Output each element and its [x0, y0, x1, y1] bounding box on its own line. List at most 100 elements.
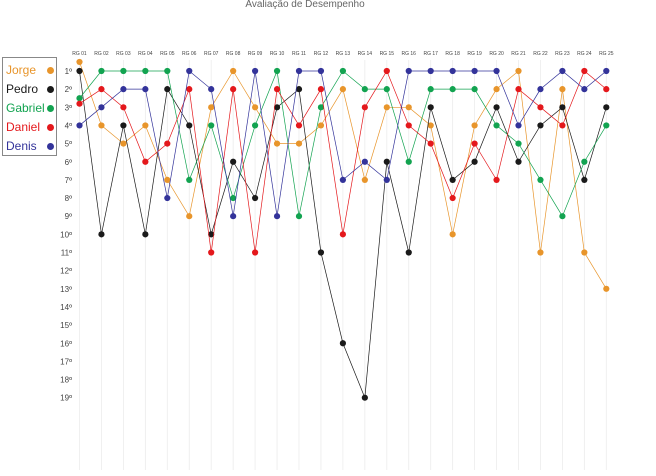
data-point: [98, 231, 105, 238]
y-tick-label: 8º: [65, 194, 72, 203]
data-point: [76, 58, 83, 66]
data-point: [120, 67, 127, 75]
legend-marker: [47, 143, 54, 150]
data-point: [273, 140, 281, 147]
data-point: [273, 104, 281, 111]
data-point: [493, 176, 500, 183]
x-tick-label: RG 13: [336, 51, 351, 57]
y-tick-label: 19º: [60, 394, 72, 403]
x-tick-label: RG 24: [577, 51, 592, 57]
data-point: [493, 67, 500, 75]
data-point: [252, 122, 259, 129]
data-point: [186, 86, 193, 93]
data-point: [142, 67, 149, 75]
data-point: [427, 86, 434, 93]
data-point: [537, 104, 544, 111]
x-tick-label: RG 22: [533, 51, 548, 57]
data-point: [405, 67, 412, 75]
y-tick-label: 5º: [65, 140, 72, 149]
data-point: [186, 67, 193, 75]
data-point: [120, 86, 127, 93]
data-point: [515, 122, 522, 129]
grid-lines: [79, 60, 607, 470]
data-point: [493, 86, 500, 93]
data-point: [339, 176, 346, 183]
data-point: [142, 122, 149, 129]
data-point: [361, 104, 368, 111]
data-point: [273, 67, 281, 75]
data-point: [230, 158, 237, 165]
data-point: [427, 122, 434, 129]
data-point: [317, 249, 325, 256]
y-tick-label: 10º: [60, 230, 72, 239]
data-point: [120, 140, 127, 147]
data-point: [208, 122, 215, 129]
data-point: [471, 67, 478, 75]
series-lines: [76, 58, 610, 401]
data-point: [537, 249, 544, 256]
data-point: [581, 176, 588, 183]
data-point: [559, 213, 566, 220]
x-tick-labels: RG 01 RG 02 RG 03 RG 04 RG 05 RG 06 RG 07 RG 08…: [72, 51, 613, 57]
data-point: [603, 122, 610, 129]
data-point: [449, 231, 456, 238]
data-point: [515, 86, 522, 93]
y-tick-label: 6º: [65, 158, 72, 167]
series-daniel: [76, 67, 610, 256]
x-tick-label: RG 18: [445, 51, 460, 57]
x-tick-label: RG 03: [116, 51, 131, 57]
data-point: [383, 104, 390, 111]
data-point: [317, 122, 325, 129]
x-tick-label: RG 25: [599, 51, 614, 57]
data-point: [142, 231, 149, 238]
data-point: [339, 67, 346, 75]
legend-item-denis: Denis: [6, 137, 56, 155]
legend: Jorge Pedro Gabriel Daniel Denis: [2, 57, 57, 156]
data-point: [120, 104, 127, 111]
data-point: [208, 104, 215, 111]
data-point: [405, 158, 412, 165]
x-tick-label: RG 04: [138, 51, 153, 57]
data-point: [603, 285, 610, 292]
data-point: [515, 140, 522, 147]
data-point: [361, 158, 368, 165]
x-tick-label: RG 10: [270, 51, 285, 57]
data-point: [164, 194, 171, 202]
data-point: [405, 122, 412, 129]
y-tick-label: 14º: [60, 303, 72, 312]
data-point: [252, 194, 259, 202]
y-tick-label: 3º: [65, 103, 72, 112]
data-point: [98, 122, 105, 129]
x-tick-label: RG 12: [314, 51, 329, 57]
y-tick-label: 17º: [60, 357, 72, 366]
data-point: [339, 340, 346, 347]
data-point: [295, 86, 303, 93]
data-point: [273, 213, 281, 220]
x-tick-label: RG 09: [248, 51, 263, 57]
y-tick-label: 15º: [60, 321, 72, 330]
data-point: [76, 122, 83, 129]
legend-marker: [47, 105, 54, 112]
data-point: [164, 176, 171, 183]
data-point: [339, 86, 346, 93]
legend-label: Daniel: [6, 120, 41, 134]
data-point: [449, 67, 456, 75]
series-denis: [76, 67, 610, 220]
x-tick-label: RG 14: [358, 51, 373, 57]
data-point: [317, 104, 325, 111]
x-tick-label: RG 02: [94, 51, 109, 57]
legend-label: Pedro: [6, 82, 39, 96]
y-tick-label: 7º: [65, 176, 72, 185]
data-point: [98, 67, 105, 75]
data-point: [471, 140, 478, 147]
data-point: [230, 67, 237, 75]
data-point: [537, 86, 544, 93]
data-point: [405, 104, 412, 111]
y-tick-labels: 1º 2º 3º 4º 5º 6º 7º 8º 9º 10º 11º 12º 13º 14º 15º 16º 1…: [60, 67, 72, 403]
x-tick-label: RG 11: [292, 51, 306, 57]
data-point: [98, 104, 105, 111]
data-point: [559, 122, 566, 129]
data-point: [559, 86, 566, 93]
data-point: [581, 67, 588, 75]
